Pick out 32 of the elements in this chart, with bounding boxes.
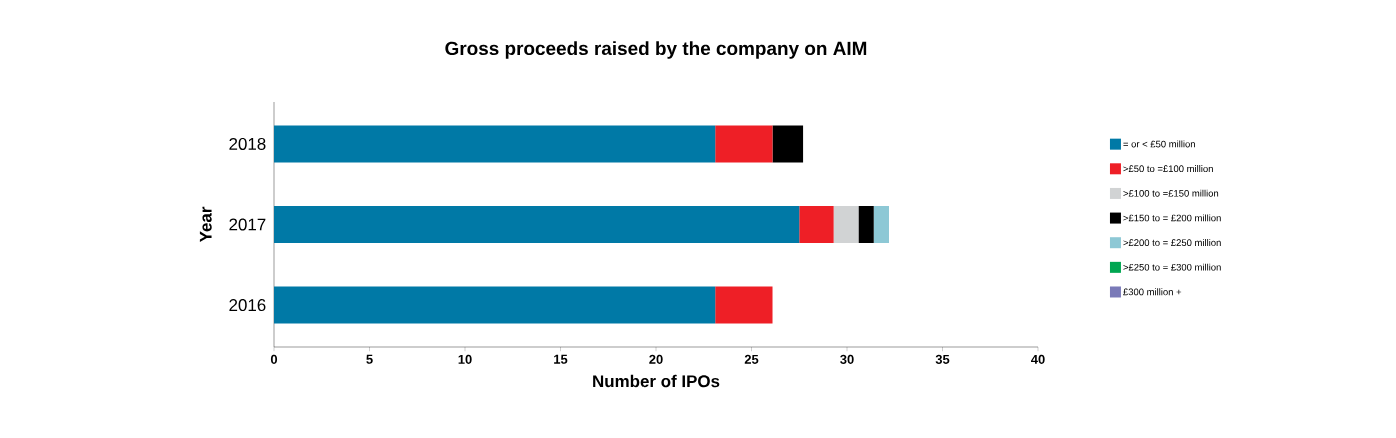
legend-label: >£150 to = £200 million — [1123, 214, 1221, 222]
x-tick-label: 10 — [458, 354, 472, 364]
legend-label: £300 million + — [1123, 288, 1182, 296]
bar — [274, 286, 716, 324]
legend-label: >£100 to =£150 million — [1123, 189, 1219, 197]
bar — [772, 125, 804, 163]
y-tick-label: 2018 — [229, 137, 266, 150]
x-tick-label: 15 — [554, 354, 568, 364]
legend-label: >£250 to = £300 million — [1123, 263, 1221, 271]
bar — [274, 206, 800, 243]
x-tick-label: 25 — [744, 354, 759, 364]
bar — [799, 206, 834, 243]
bar — [715, 125, 773, 163]
x-tick-label: 30 — [840, 354, 854, 364]
legend-label: >£200 to = £250 million — [1123, 239, 1221, 246]
x-tick-label: 5 — [366, 354, 373, 364]
bar — [833, 206, 859, 243]
chart-title: Gross proceeds raised by the company on AIM — [445, 41, 867, 59]
legend-label: = or < £50 million — [1123, 140, 1195, 148]
y-tick-label: 2016 — [229, 299, 266, 312]
legend-label: >£50 to =£100 million — [1123, 165, 1213, 173]
bar — [715, 286, 773, 324]
x-tick-label: 0 — [270, 354, 278, 364]
x-tick-label: 20 — [649, 354, 663, 364]
bar — [274, 125, 716, 163]
bar — [873, 206, 890, 243]
x-tick-label: 35 — [935, 354, 950, 364]
bar — [858, 206, 874, 243]
y-tick-label: 2017 — [229, 218, 266, 231]
x-tick-label: 40 — [1031, 354, 1045, 364]
x-axis-title: Number of IPOs — [593, 374, 720, 388]
y-axis-title: Year — [199, 206, 212, 243]
